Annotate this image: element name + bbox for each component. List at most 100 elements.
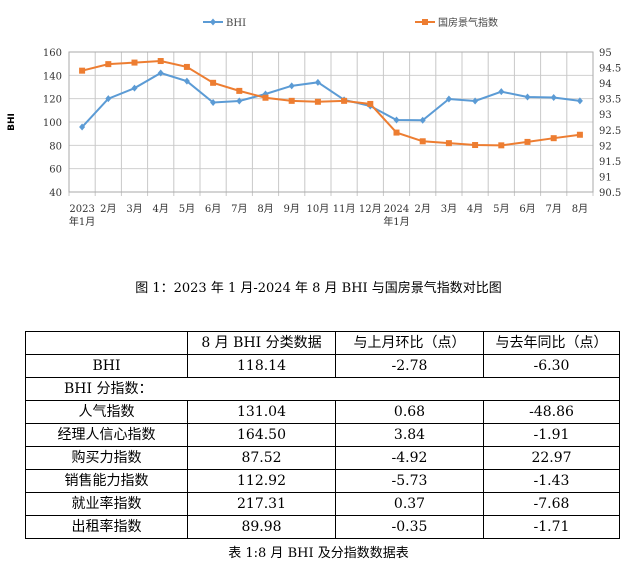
data-point — [550, 94, 557, 101]
bhi-data-table: 8 月 BHI 分类数据 与上月环比（点） 与去年同比（点） BHI 118.1… — [25, 331, 620, 539]
x-tick-label: 8月 — [572, 203, 588, 215]
cell: 217.31 — [187, 492, 336, 516]
table-row-bhi: BHI 118.14 -2.78 -6.30 — [25, 354, 620, 378]
cell: 0.68 — [335, 400, 484, 424]
x-tick-label: 11月 — [333, 203, 356, 215]
cell: 131.04 — [187, 400, 336, 424]
data-point — [472, 97, 479, 105]
legend-label: 国房景气指数 — [438, 16, 498, 29]
y2-tick-label: 91.5 — [599, 157, 621, 168]
table-row: 就业率指数 217.31 0.37 -7.68 — [25, 492, 620, 516]
x-tick-label: 7月 — [546, 203, 562, 215]
cell: 87.52 — [187, 446, 336, 470]
data-point — [341, 97, 348, 104]
data-point — [498, 88, 505, 96]
data-point — [524, 138, 531, 145]
subheading-cell: BHI 分指数： — [25, 377, 620, 401]
table-row: 销售能力指数 112.92 -5.73 -1.43 — [25, 469, 620, 493]
cell: -1.91 — [483, 423, 620, 447]
y2-tick-label: 92.5 — [599, 126, 621, 137]
data-point — [210, 99, 217, 107]
y2-tick-label: 95 — [599, 48, 612, 59]
x-tick-label: 3月 — [441, 203, 457, 215]
plot-border — [68, 51, 594, 193]
y-tick-label: 100 — [43, 118, 62, 129]
table-header-row: 8 月 BHI 分类数据 与上月环比（点） 与去年同比（点） — [25, 331, 620, 355]
cell: -1.71 — [483, 515, 620, 539]
legend-marker — [210, 18, 216, 26]
table-subheading-row: BHI 分指数： — [25, 377, 620, 401]
data-point — [288, 82, 295, 90]
y2-tick-label: 93 — [599, 110, 612, 121]
data-point — [393, 116, 400, 124]
y-tick-label: 80 — [49, 141, 62, 152]
data-point — [79, 123, 86, 131]
x-tick-label: 年1月 — [69, 215, 95, 228]
cell: 出租率指数 — [25, 515, 188, 539]
series-line — [81, 60, 581, 147]
y-tick-label: 40 — [49, 188, 62, 199]
x-tick-label: 6月 — [205, 203, 221, 215]
x-tick-label: 2024 — [384, 204, 409, 215]
data-point — [157, 69, 164, 77]
cell: 就业率指数 — [25, 492, 188, 516]
x-tick-label: 9月 — [284, 203, 300, 215]
cell: 0.37 — [335, 492, 484, 516]
x-tick-label: 2023 — [69, 204, 94, 215]
x-tick-label: 年1月 — [383, 215, 409, 228]
data-point — [550, 135, 557, 142]
table-row: 经理人信心指数 164.50 3.84 -1.91 — [25, 423, 620, 447]
data-point — [419, 138, 426, 145]
x-tick-label: 3月 — [126, 203, 142, 215]
y-tick-label: 140 — [43, 71, 62, 82]
data-point — [210, 79, 217, 86]
table-row: 出租率指数 89.98 -0.35 -1.71 — [25, 515, 620, 539]
cell: 118.14 — [187, 354, 336, 378]
data-point — [498, 142, 505, 149]
data-point — [367, 100, 374, 107]
header-cell — [25, 331, 188, 355]
cell: 3.84 — [335, 423, 484, 447]
data-point — [236, 87, 243, 94]
data-point — [393, 129, 400, 136]
data-point — [183, 63, 190, 70]
cell: 销售能力指数 — [25, 469, 188, 493]
y2-tick-label: 92 — [599, 141, 612, 152]
data-point — [183, 77, 190, 85]
y2-tick-label: 94.5 — [599, 64, 621, 75]
data-point — [157, 58, 164, 65]
cell: -1.43 — [483, 469, 620, 493]
data-point — [576, 131, 583, 138]
data-point — [445, 140, 452, 147]
header-cell: 与上月环比（点） — [335, 331, 484, 355]
data-point — [314, 98, 321, 105]
table-row: 购买力指数 87.52 -4.92 22.97 — [25, 446, 620, 470]
cell: -6.30 — [483, 354, 620, 378]
x-tick-label: 4月 — [153, 203, 169, 215]
y-tick-label: 120 — [43, 95, 62, 106]
y2-tick-label: 91 — [599, 172, 612, 183]
cell: 22.97 — [483, 446, 620, 470]
bhi-comparison-chart: 40 60 80 100 120 140 160 90.5 91 91.5 92 92.5 93 93.5… — [7, 16, 621, 228]
cell: 164.50 — [187, 423, 336, 447]
x-tick-label: 10月 — [307, 203, 330, 215]
x-tick-label: 12月 — [359, 203, 382, 215]
cell: -4.92 — [335, 446, 484, 470]
x-tick-label: 6月 — [519, 203, 535, 215]
cell: BHI — [25, 354, 188, 378]
y2-tick-label: 93.5 — [599, 95, 621, 106]
y-axis-label: BHI — [7, 113, 17, 131]
data-point — [314, 78, 321, 86]
data-point — [131, 84, 138, 92]
cell: 89.98 — [187, 515, 336, 539]
figure-caption: 图 1：2023 年 1 月-2024 年 8 月 BHI 与国房景气指数对比图 — [135, 281, 502, 296]
data-point — [105, 61, 112, 68]
cell: -0.35 — [335, 515, 484, 539]
x-tick-label: 4月 — [467, 203, 483, 215]
x-tick-label: 2月 — [415, 203, 431, 215]
data-point — [445, 95, 452, 103]
data-point — [288, 97, 295, 104]
data-point — [131, 59, 138, 66]
x-tick-label: 7月 — [231, 203, 247, 215]
cell: 购买力指数 — [25, 446, 188, 470]
